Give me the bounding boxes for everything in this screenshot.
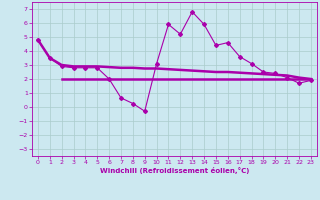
X-axis label: Windchill (Refroidissement éolien,°C): Windchill (Refroidissement éolien,°C): [100, 167, 249, 174]
